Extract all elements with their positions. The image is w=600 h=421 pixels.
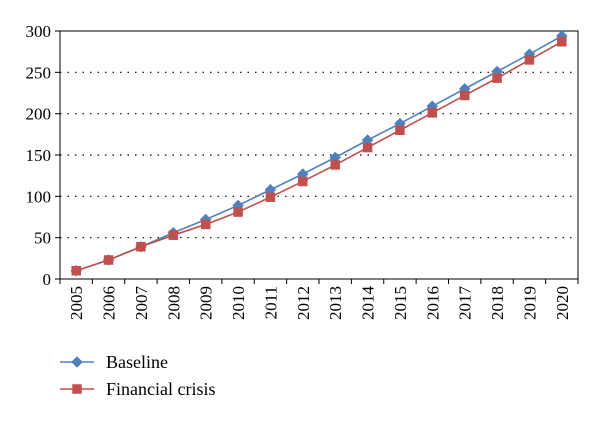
data-point — [362, 142, 373, 153]
legend: Baseline Financial crisis — [60, 352, 215, 399]
data-point — [459, 90, 470, 101]
x-tick-label: 2010 — [229, 286, 248, 320]
series-1 — [71, 36, 567, 276]
data-point — [136, 242, 146, 252]
legend-marker — [71, 356, 83, 368]
series-layer — [70, 30, 568, 277]
legend-entry-0: Baseline — [60, 352, 168, 372]
data-point — [168, 230, 179, 240]
x-tick-label: 2009 — [197, 286, 216, 320]
data-point — [265, 192, 276, 202]
legend-marker — [72, 384, 82, 394]
x-tick-label: 2019 — [520, 286, 539, 320]
x-tick-label: 2012 — [294, 286, 313, 320]
data-point — [557, 36, 567, 47]
data-point — [427, 108, 438, 118]
data-point — [492, 73, 502, 83]
y-tick-label: 100 — [26, 187, 52, 206]
y-tick-label: 0 — [43, 270, 52, 289]
x-tick-label: 2020 — [553, 286, 572, 320]
y-tick-label: 300 — [26, 22, 52, 41]
x-tick-label: 2015 — [391, 286, 410, 320]
data-point — [330, 160, 340, 170]
data-point — [233, 207, 243, 217]
y-tick-label: 50 — [34, 229, 51, 248]
x-tick-label: 2018 — [488, 286, 507, 320]
x-tick-label: 2014 — [359, 286, 378, 321]
data-point — [395, 125, 405, 135]
series-line — [75, 41, 563, 272]
legend-label: Baseline — [106, 352, 168, 372]
x-tick-label: 2005 — [67, 286, 86, 320]
x-tick-label: 2017 — [456, 286, 475, 321]
data-point — [200, 219, 211, 230]
plot-frame — [59, 30, 579, 280]
grid — [60, 71, 578, 239]
data-point — [298, 176, 308, 187]
x-tick-label: 2016 — [423, 286, 442, 320]
data-point — [71, 265, 81, 276]
x-tick-label: 2011 — [261, 286, 280, 319]
series-line — [75, 35, 563, 272]
x-tick-label: 2007 — [132, 286, 151, 321]
legend-label: Financial crisis — [106, 379, 215, 399]
y-tick-label: 200 — [26, 105, 52, 124]
x-tick-label: 2013 — [326, 286, 345, 320]
data-point — [103, 255, 114, 265]
axes: 0 50 100 150 200 250 300 2005 2006 2007 2008 2009 20… — [26, 22, 579, 320]
data-point — [524, 55, 535, 65]
legend-entry-1: Financial crisis — [60, 379, 215, 399]
series-0 — [70, 30, 568, 277]
x-tick-label: 2008 — [164, 286, 183, 320]
y-tick-label: 150 — [26, 146, 52, 165]
y-tick-label: 250 — [26, 63, 52, 82]
x-tick-label: 2006 — [100, 286, 119, 320]
